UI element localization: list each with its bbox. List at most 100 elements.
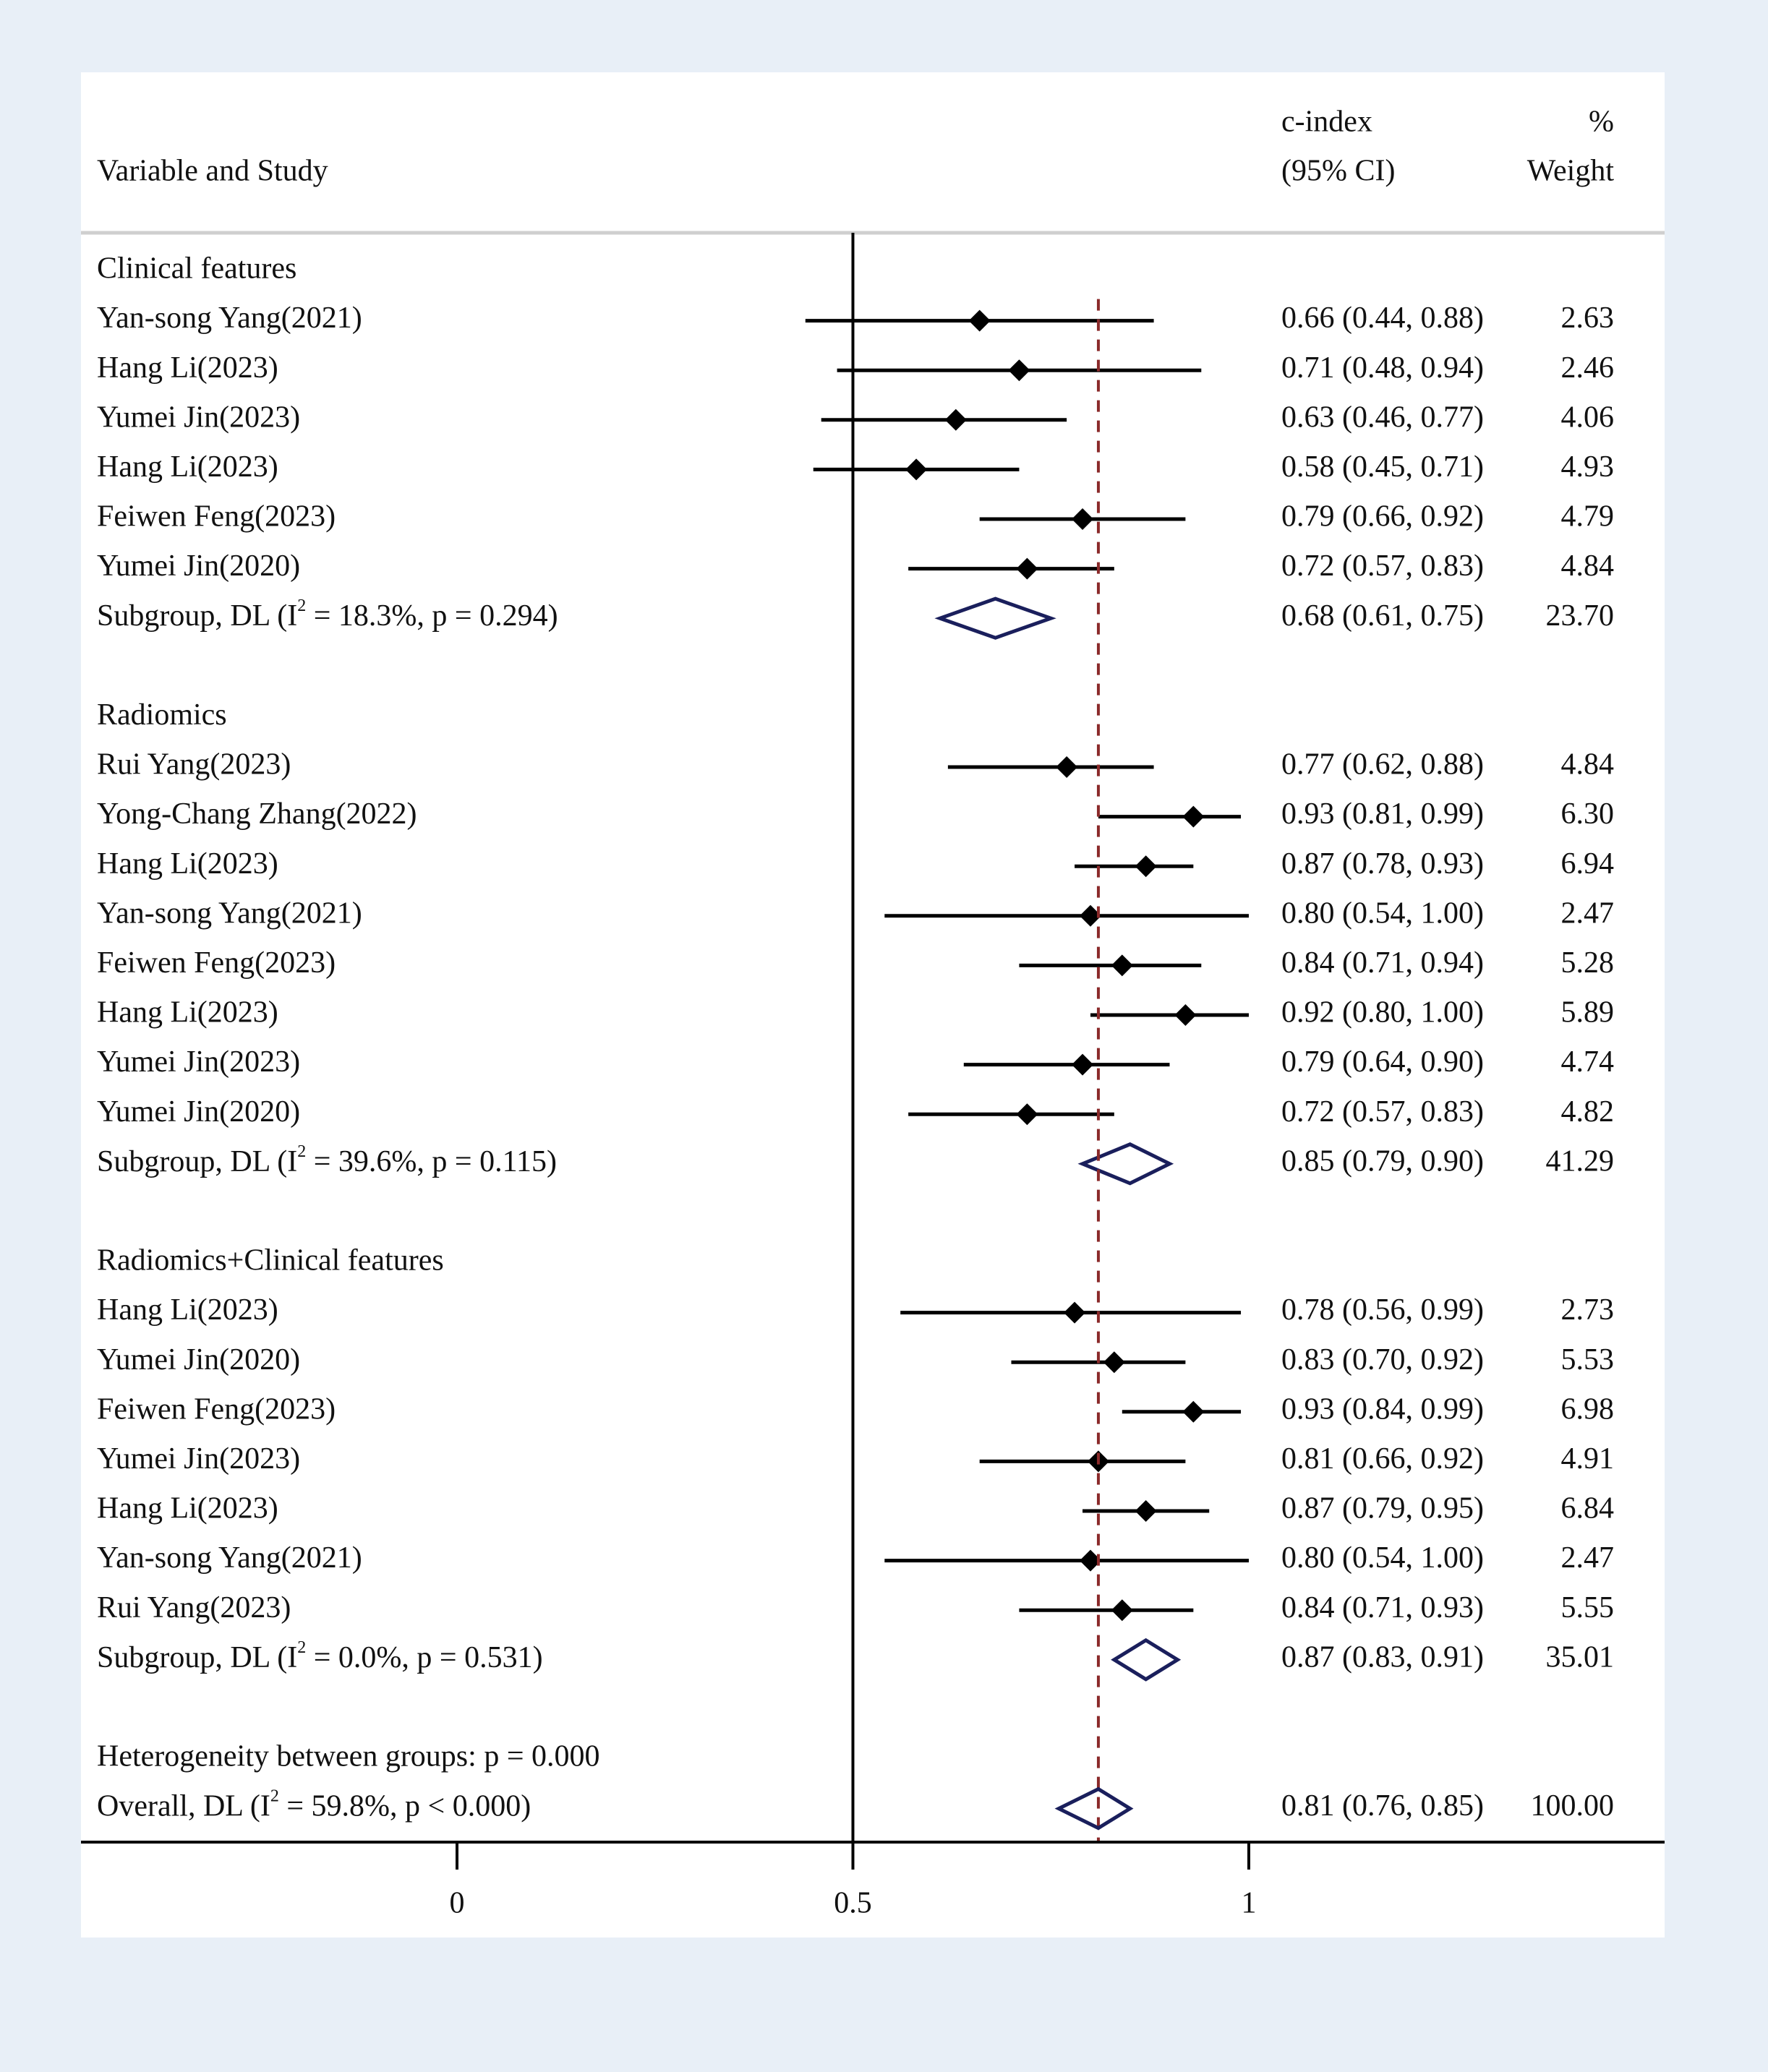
study-label: Yumei Jin(2023) <box>97 1442 300 1476</box>
weight-value: 4.93 <box>1561 450 1615 484</box>
header-percent: % <box>1589 106 1614 139</box>
estimate-ci: 0.84 (0.71, 0.94) <box>1281 946 1484 980</box>
header-c-index: c-index <box>1281 106 1372 139</box>
estimate-ci: 0.80 (0.54, 1.00) <box>1281 1541 1484 1575</box>
study-label: Yan-song Yang(2021) <box>97 1541 362 1575</box>
point-estimate <box>1111 1599 1133 1622</box>
point-estimate <box>968 309 991 332</box>
study-label: Hang Li(2023) <box>97 450 278 484</box>
subgroup-weight: 41.29 <box>1546 1144 1615 1178</box>
estimate-ci: 0.71 (0.48, 0.94) <box>1281 351 1484 385</box>
point-estimate <box>1103 1351 1125 1374</box>
weight-value: 2.46 <box>1561 351 1615 385</box>
point-estimate <box>944 408 967 431</box>
study-label: Rui Yang(2023) <box>97 748 291 782</box>
study-label: Rui Yang(2023) <box>97 1591 291 1624</box>
weight-value: 6.98 <box>1561 1392 1615 1426</box>
x-tick-label: 1 <box>1242 1887 1257 1920</box>
estimate-ci: 0.83 (0.70, 0.92) <box>1281 1343 1484 1377</box>
study-label: Yan-song Yang(2021) <box>97 301 362 335</box>
estimate-ci: 0.79 (0.66, 0.92) <box>1281 500 1484 534</box>
estimate-ci: 0.63 (0.46, 0.77) <box>1281 401 1484 434</box>
study-label: Yumei Jin(2023) <box>97 1045 300 1079</box>
overall-label: Overall, DL (I2 = 59.8%, p < 0.000) <box>97 1786 531 1823</box>
header-weight: Weight <box>1527 155 1615 188</box>
overall-estimate: 0.81 (0.76, 0.85) <box>1281 1789 1484 1823</box>
study-label: Yumei Jin(2020) <box>97 1095 300 1129</box>
weight-value: 4.06 <box>1561 401 1615 434</box>
subgroup-estimate: 0.68 (0.61, 0.75) <box>1281 599 1484 633</box>
point-estimate <box>1072 1053 1094 1076</box>
weight-value: 6.84 <box>1561 1492 1615 1525</box>
point-estimate <box>1135 855 1157 878</box>
overall-weight: 100.00 <box>1531 1789 1615 1823</box>
study-label: Yumei Jin(2020) <box>97 549 300 583</box>
estimate-ci: 0.87 (0.79, 0.95) <box>1281 1492 1484 1525</box>
weight-value: 2.47 <box>1561 896 1615 930</box>
study-label: Feiwen Feng(2023) <box>97 946 336 980</box>
subgroup-diamond <box>1077 1142 1174 1186</box>
weight-value: 5.55 <box>1561 1591 1615 1624</box>
estimate-ci: 0.84 (0.71, 0.93) <box>1281 1591 1484 1624</box>
point-estimate <box>1182 1400 1205 1423</box>
study-label: Hang Li(2023) <box>97 351 278 385</box>
weight-value: 2.73 <box>1561 1293 1615 1327</box>
x-tick-label: 0 <box>450 1887 465 1920</box>
subgroup-diamond <box>934 596 1056 640</box>
group-title: Radiomics <box>97 698 227 732</box>
estimate-ci: 0.66 (0.44, 0.88) <box>1281 301 1484 335</box>
study-label: Hang Li(2023) <box>97 996 278 1029</box>
estimate-ci: 0.77 (0.62, 0.88) <box>1281 748 1484 782</box>
study-label: Yumei Jin(2020) <box>97 1343 300 1377</box>
subgroup-weight: 23.70 <box>1546 599 1615 633</box>
point-estimate <box>905 458 928 481</box>
weight-value: 6.94 <box>1561 847 1615 881</box>
point-estimate <box>1174 1004 1197 1026</box>
point-estimate <box>1064 1301 1086 1324</box>
point-estimate <box>1016 1103 1038 1126</box>
forest-plot: Variable and Study c-index (95% CI)% Weight… <box>81 106 1665 1920</box>
weight-value: 5.53 <box>1561 1343 1615 1377</box>
subgroup-weight: 35.01 <box>1546 1640 1615 1674</box>
weight-value: 2.47 <box>1561 1541 1615 1575</box>
subgroup-label: Subgroup, DL (I2 = 0.0%, p = 0.531) <box>97 1638 543 1674</box>
x-tick-label: 0.5 <box>834 1887 872 1920</box>
study-label: Feiwen Feng(2023) <box>97 1392 336 1426</box>
point-estimate <box>1182 805 1205 828</box>
weight-value: 4.84 <box>1561 748 1615 782</box>
estimate-ci: 0.78 (0.56, 0.99) <box>1281 1293 1484 1327</box>
heterogeneity-text: Heterogeneity between groups: p = 0.000 <box>97 1740 600 1773</box>
subgroup-label: Subgroup, DL (I2 = 39.6%, p = 0.115) <box>97 1142 557 1178</box>
subgroup-label: Subgroup, DL (I2 = 18.3%, p = 0.294) <box>97 596 558 633</box>
weight-value: 4.79 <box>1561 500 1615 534</box>
weight-value: 5.89 <box>1561 996 1615 1029</box>
point-estimate <box>1056 756 1078 778</box>
estimate-ci: 0.79 (0.64, 0.90) <box>1281 1045 1484 1079</box>
point-estimate <box>1008 359 1030 382</box>
study-label: Hang Li(2023) <box>97 1492 278 1525</box>
header-ci: (95% CI) <box>1281 155 1395 188</box>
weight-value: 4.74 <box>1561 1045 1615 1079</box>
point-estimate <box>1016 557 1038 580</box>
estimate-ci: 0.72 (0.57, 0.83) <box>1281 549 1484 583</box>
estimate-ci: 0.58 (0.45, 0.71) <box>1281 450 1484 484</box>
forest-plot-panel: Variable and Study c-index (95% CI)% Weight… <box>81 72 1665 1938</box>
point-estimate <box>1080 1549 1101 1572</box>
estimate-ci: 0.80 (0.54, 1.00) <box>1281 896 1484 930</box>
estimate-ci: 0.93 (0.84, 0.99) <box>1281 1392 1484 1426</box>
estimate-ci: 0.72 (0.57, 0.83) <box>1281 1095 1484 1129</box>
study-label: Yumei Jin(2023) <box>97 401 300 434</box>
weight-value: 4.91 <box>1561 1442 1615 1476</box>
point-estimate <box>1111 954 1133 977</box>
estimate-ci: 0.92 (0.80, 1.00) <box>1281 996 1484 1029</box>
subgroup-estimate: 0.87 (0.83, 0.91) <box>1281 1640 1484 1674</box>
weight-value: 4.84 <box>1561 549 1615 583</box>
point-estimate <box>1072 508 1094 530</box>
subgroup-estimate: 0.85 (0.79, 0.90) <box>1281 1144 1484 1178</box>
point-estimate <box>1135 1500 1157 1522</box>
study-label: Hang Li(2023) <box>97 847 278 881</box>
overall-diamond <box>1054 1786 1134 1831</box>
estimate-ci: 0.87 (0.78, 0.93) <box>1281 847 1484 881</box>
weight-value: 2.63 <box>1561 301 1615 335</box>
weight-value: 4.82 <box>1561 1095 1615 1129</box>
